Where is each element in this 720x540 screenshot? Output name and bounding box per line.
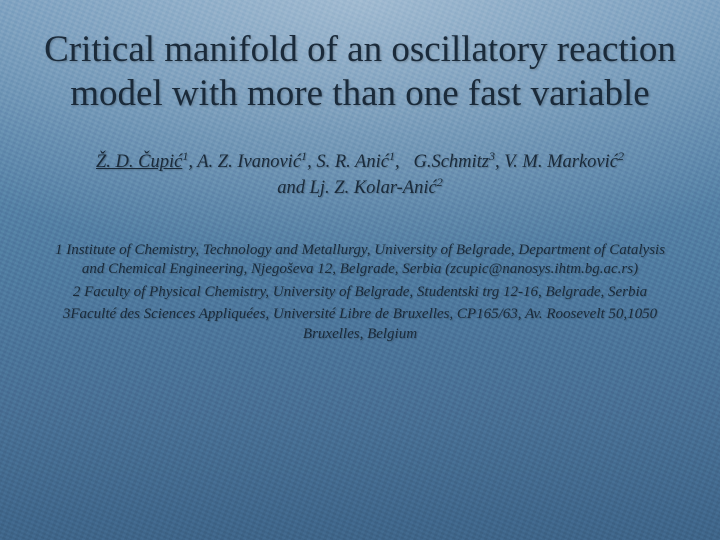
affiliation-line: 1 Institute of Chemistry, Technology and… [44, 241, 676, 280]
slide-title: Critical manifold of an oscillatory reac… [44, 28, 676, 115]
authors-block: Ž. D. Čupić1, A. Z. Ivanović1, S. R. Ani… [80, 149, 640, 201]
affiliations-block: 1 Institute of Chemistry, Technology and… [44, 241, 676, 348]
title-slide: Critical manifold of an oscillatory reac… [0, 0, 720, 540]
affiliation-line: 3Faculté des Sciences Appliquées, Univer… [44, 305, 676, 344]
affiliation-line: 2 Faculty of Physical Chemistry, Univers… [44, 283, 676, 303]
